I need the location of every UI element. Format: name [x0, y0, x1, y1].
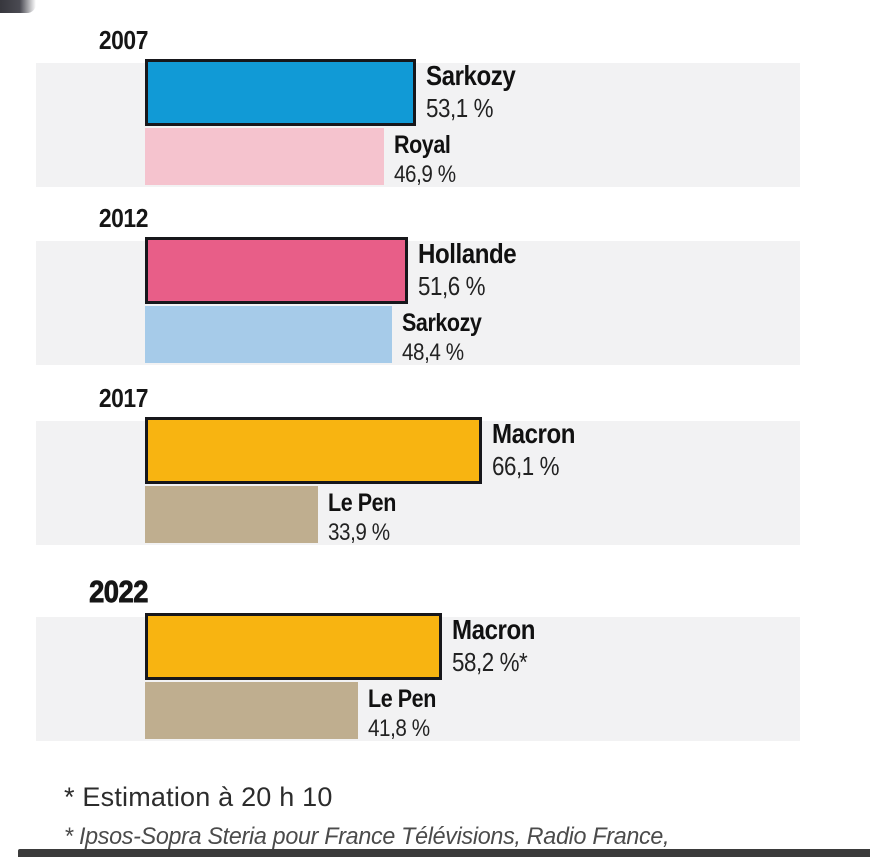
loser-row: Le Pen 33,9 %	[145, 486, 407, 548]
winner-percentage: 66,1 %	[492, 451, 560, 481]
chart-2022: Macron 58,2 %* Le Pen 41,8 %	[0, 613, 870, 743]
winner-labels: Hollande 51,6 %	[418, 237, 532, 302]
winner-name: Macron	[492, 418, 576, 449]
loser-name: Sarkozy	[402, 309, 482, 337]
loser-bar	[145, 682, 358, 739]
estimation-footnote: * Estimation à 20 h 10	[64, 782, 333, 812]
loser-bar	[145, 486, 318, 543]
winner-row: Sarkozy 53,1 %	[145, 59, 530, 126]
winner-name: Hollande	[418, 238, 517, 269]
loser-labels: Sarkozy 48,4 %	[402, 306, 494, 368]
loser-bar	[145, 306, 392, 363]
winner-row: Hollande 51,6 %	[145, 237, 532, 304]
cutoff-bottom-bar	[18, 849, 870, 857]
year-label: 2007	[98, 25, 149, 55]
chart-2012: Hollande 51,6 % Sarkozy 48,4 %	[0, 237, 870, 367]
loser-name: Le Pen	[328, 489, 396, 517]
election-group-2007: 2007 Sarkozy 53,1 % Royal 46,9 %	[0, 24, 870, 189]
election-group-2017: 2017 Macron 66,1 % Le Pen 33,9 %	[0, 382, 870, 547]
loser-bar	[145, 128, 384, 185]
year-label: 2022	[89, 574, 149, 610]
chart-2017: Macron 66,1 % Le Pen 33,9 %	[0, 417, 870, 547]
winner-name: Macron	[452, 614, 536, 645]
loser-percentage: 46,9 %	[394, 161, 456, 188]
election-group-2022: 2022 Macron 58,2 %* Le Pen 41,8 %	[0, 574, 870, 743]
winner-percentage: 53,1 %	[426, 93, 494, 123]
loser-labels: Le Pen 41,8 %	[368, 682, 447, 744]
source-footnote: * Ipsos-Sopra Steria pour France Télévis…	[64, 823, 670, 850]
winner-row: Macron 66,1 %	[145, 417, 589, 484]
cutoff-corner-element	[0, 0, 36, 13]
loser-labels: Royal 46,9 %	[394, 128, 466, 190]
winner-row: Macron 58,2 %*	[145, 613, 549, 680]
winner-name: Sarkozy	[426, 60, 516, 91]
loser-percentage: 41,8 %	[368, 715, 430, 742]
year-label: 2012	[98, 203, 149, 233]
loser-row: Le Pen 41,8 %	[145, 682, 447, 744]
loser-name: Le Pen	[368, 685, 436, 713]
winner-bar	[145, 59, 416, 126]
loser-row: Royal 46,9 %	[145, 128, 466, 190]
loser-name: Royal	[394, 131, 451, 159]
winner-bar	[145, 417, 482, 484]
winner-percentage: 51,6 %	[418, 271, 486, 301]
winner-bar	[145, 613, 442, 680]
loser-labels: Le Pen 33,9 %	[328, 486, 407, 548]
winner-labels: Macron 58,2 %*	[452, 613, 549, 678]
winner-labels: Macron 66,1 %	[492, 417, 589, 482]
loser-percentage: 48,4 %	[402, 339, 464, 366]
election-group-2012: 2012 Hollande 51,6 % Sarkozy 48,4 %	[0, 202, 870, 367]
chart-2007: Sarkozy 53,1 % Royal 46,9 %	[0, 59, 870, 189]
winner-bar	[145, 237, 408, 304]
winner-percentage: 58,2 %*	[452, 647, 528, 677]
year-label: 2017	[98, 383, 149, 413]
loser-percentage: 33,9 %	[328, 519, 390, 546]
winner-labels: Sarkozy 53,1 %	[426, 59, 530, 124]
loser-row: Sarkozy 48,4 %	[145, 306, 494, 368]
